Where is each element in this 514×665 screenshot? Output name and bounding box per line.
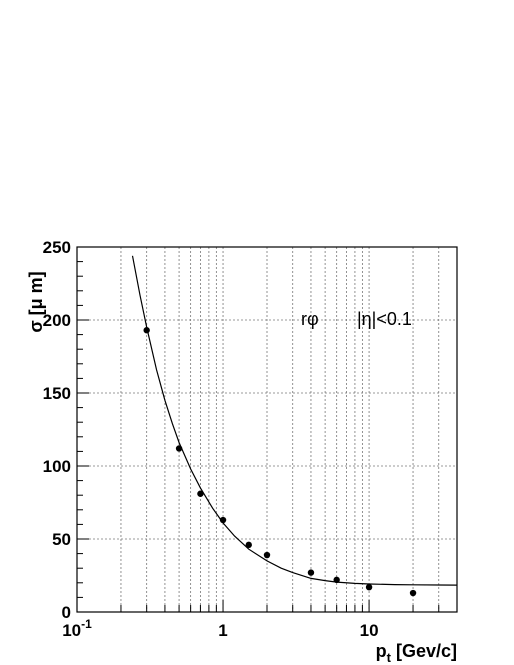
y-tick-label: 0 <box>62 603 71 622</box>
grid <box>76 246 458 613</box>
data-point <box>197 490 204 497</box>
annotation-rphi: rφ <box>301 309 319 329</box>
x-tick-label: 10 <box>360 621 379 640</box>
data-point <box>219 516 227 524</box>
fit-curve <box>131 255 458 586</box>
x-tick-label: 1 <box>218 621 227 640</box>
x-axis-label-main: p <box>376 641 387 661</box>
data-point <box>365 583 373 591</box>
data-points <box>143 327 417 597</box>
tick-labels: 0 50 100 150 200 250 10-1 1 10 <box>43 238 379 640</box>
x-axis-label-unit: [Gev/c] <box>391 641 457 661</box>
annotation-eta: |η|<0.1 <box>357 309 412 329</box>
y-tick-label: 150 <box>43 384 71 403</box>
y-tick-label: 50 <box>52 530 71 549</box>
x-axis-label: pt [Gev/c] <box>376 641 457 665</box>
data-point <box>263 551 271 559</box>
data-point <box>175 445 183 452</box>
data-point <box>333 576 340 584</box>
y-tick-label: 100 <box>43 457 71 476</box>
data-point <box>307 569 315 576</box>
data-point <box>409 589 417 597</box>
y-tick-label: 200 <box>43 311 71 330</box>
x-tick-label: 10-1 <box>62 617 92 640</box>
data-point <box>143 327 150 334</box>
y-axis-label: σ [μ m] <box>26 271 46 332</box>
x-axis-label-sub: t <box>387 650 392 665</box>
data-point <box>245 541 252 549</box>
axis-ticks <box>76 246 458 613</box>
y-tick-label: 250 <box>43 238 71 257</box>
